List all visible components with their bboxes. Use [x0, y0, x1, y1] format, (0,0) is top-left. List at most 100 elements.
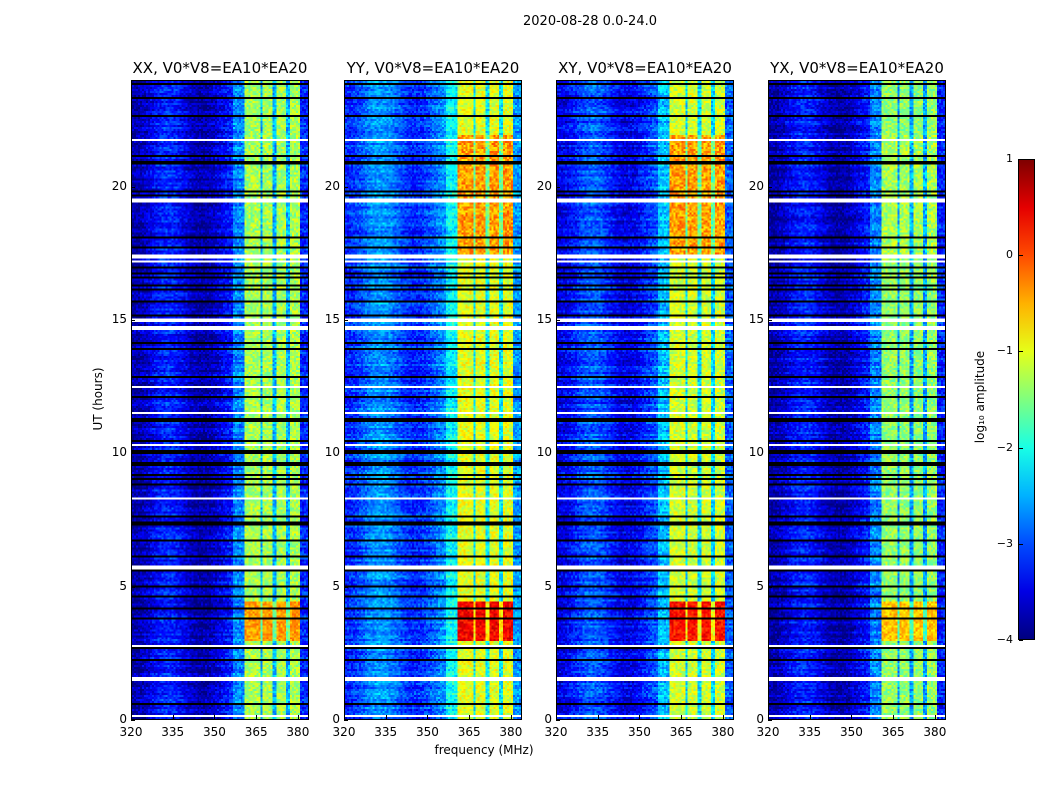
x-tick-label: 365 — [669, 725, 693, 739]
x-tick-mark — [809, 715, 811, 719]
y-tick-mark — [556, 453, 560, 455]
heatmap-image — [557, 81, 733, 719]
y-tick-mark — [768, 186, 772, 188]
x-tick-mark — [385, 715, 387, 719]
x-tick-mark — [768, 715, 769, 719]
heatmap-image — [345, 81, 521, 719]
y-tick-label: 15 — [324, 312, 340, 326]
heatmap-panel — [131, 80, 309, 720]
y-tick-label: 15 — [111, 312, 127, 326]
y-tick-mark — [131, 186, 135, 188]
x-tick-mark — [214, 715, 216, 719]
x-tick-mark — [851, 715, 853, 719]
y-tick-mark — [344, 320, 348, 321]
colorbar-tick-label: 0 — [1006, 248, 1013, 262]
y-tick-label: 20 — [111, 178, 127, 193]
colorbar-tick-label: 1 — [1006, 152, 1013, 165]
colorbar-tick-mark — [1019, 159, 1023, 160]
y-tick-label: 0 — [756, 712, 764, 726]
x-tick-mark — [256, 715, 258, 719]
x-tick-mark — [556, 715, 557, 719]
x-tick-label: 335 — [798, 725, 822, 739]
heatmap-image — [769, 81, 945, 719]
y-tick-mark — [131, 720, 135, 721]
y-tick-label: 5 — [756, 578, 764, 593]
y-tick-mark — [131, 586, 135, 588]
y-tick-mark — [768, 453, 772, 455]
y-tick-label: 10 — [324, 445, 340, 460]
y-tick-mark — [344, 453, 348, 455]
colorbar-tick-mark — [1019, 543, 1023, 545]
y-tick-mark — [556, 586, 560, 588]
y-tick-mark — [131, 320, 135, 321]
panel-title: YX, V0*V8=EA10*EA20 — [770, 59, 944, 77]
x-tick-label: 320 — [332, 725, 356, 739]
y-tick-mark — [556, 186, 560, 188]
x-tick-mark — [469, 715, 471, 719]
colorbar-tick-label: −1 — [996, 344, 1013, 358]
y-tick-mark — [768, 320, 772, 321]
y-tick-label: 20 — [748, 178, 764, 193]
x-tick-mark — [681, 715, 683, 719]
colorbar-tick-mark — [1019, 447, 1023, 449]
y-tick-mark — [556, 320, 560, 321]
y-tick-mark — [768, 586, 772, 588]
x-tick-label: 365 — [244, 725, 268, 739]
figure-title: 2020-08-28 0.0-24.0 — [523, 14, 657, 29]
x-tick-mark — [597, 715, 599, 719]
y-tick-mark — [768, 720, 772, 721]
colorbar-tick-mark — [1019, 640, 1023, 641]
x-tick-label: 380 — [286, 725, 310, 739]
colorbar-tick-mark — [1019, 351, 1023, 353]
x-tick-mark — [510, 715, 512, 719]
x-tick-mark — [722, 715, 724, 719]
heatmap-image — [132, 81, 308, 719]
x-tick-label: 365 — [881, 725, 905, 739]
x-tick-label: 350 — [202, 725, 226, 739]
x-tick-mark — [934, 715, 936, 719]
heatmap-panel — [768, 80, 946, 720]
x-tick-mark — [131, 715, 132, 719]
colorbar-tick-mark — [1019, 255, 1023, 257]
y-tick-label: 0 — [332, 712, 340, 726]
y-tick-label: 5 — [119, 578, 127, 593]
x-tick-mark — [639, 715, 641, 719]
x-tick-label: 335 — [161, 725, 185, 739]
y-tick-label: 10 — [748, 445, 764, 460]
x-tick-label: 380 — [499, 725, 523, 739]
x-tick-label: 320 — [756, 725, 780, 739]
x-axis-label: frequency (MHz) — [434, 743, 534, 757]
x-tick-mark — [297, 715, 299, 719]
y-tick-label: 0 — [119, 712, 127, 726]
colorbar — [1018, 159, 1035, 640]
x-tick-label: 380 — [711, 725, 735, 739]
x-tick-label: 365 — [457, 725, 481, 739]
x-tick-mark — [893, 715, 895, 719]
y-tick-label: 0 — [544, 712, 552, 726]
y-tick-mark — [344, 586, 348, 588]
y-tick-mark — [556, 720, 560, 721]
x-tick-label: 380 — [923, 725, 947, 739]
colorbar-tick-label: −4 — [996, 633, 1013, 646]
y-axis-label: UT (hours) — [91, 367, 105, 431]
y-tick-label: 10 — [111, 445, 127, 460]
y-tick-label: 15 — [536, 312, 552, 326]
heatmap-panel — [344, 80, 522, 720]
panel-title: XX, V0*V8=EA10*EA20 — [132, 59, 308, 77]
x-tick-label: 320 — [119, 725, 143, 739]
x-tick-label: 350 — [627, 725, 651, 739]
colorbar-tick-label: −3 — [996, 536, 1013, 550]
y-tick-label: 15 — [748, 312, 764, 326]
y-tick-label: 20 — [536, 178, 552, 193]
y-tick-mark — [344, 720, 348, 721]
x-tick-mark — [344, 715, 345, 719]
y-tick-mark — [344, 186, 348, 188]
x-tick-mark — [172, 715, 174, 719]
y-tick-label: 20 — [324, 178, 340, 193]
x-tick-label: 335 — [586, 725, 610, 739]
x-tick-label: 350 — [415, 725, 439, 739]
x-tick-mark — [427, 715, 429, 719]
heatmap-panel — [556, 80, 734, 720]
x-tick-label: 320 — [544, 725, 568, 739]
colorbar-tick-label: −2 — [996, 440, 1013, 454]
